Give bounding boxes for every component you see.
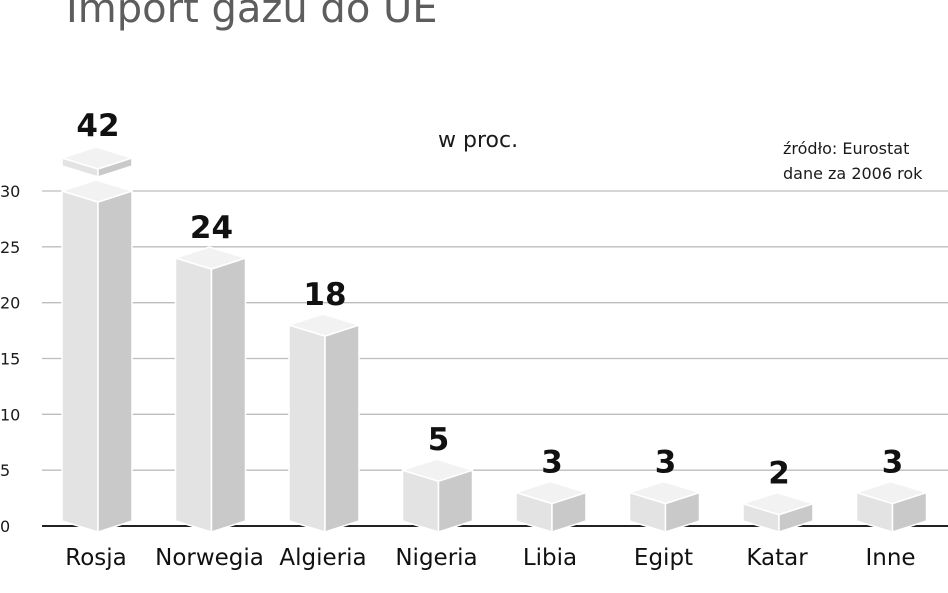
bar: [401, 458, 474, 533]
bar: [628, 480, 701, 533]
value-label: 24: [190, 210, 233, 246]
source-note: źródło: Eurostat dane za 2006 rok: [783, 136, 922, 186]
value-label: 3: [655, 445, 677, 481]
category-label: Nigeria: [395, 545, 477, 571]
bar: [742, 491, 814, 533]
bar: [174, 246, 247, 533]
category-label: Katar: [746, 545, 808, 571]
bar: [515, 480, 587, 533]
category-label: Rosja: [65, 545, 127, 571]
source-line: źródło: Eurostat: [783, 139, 910, 158]
bars: [59, 146, 928, 533]
y-tick-label: 20: [0, 294, 20, 313]
category-label: Inne: [865, 545, 915, 571]
category-label: Norwegia: [155, 545, 264, 571]
value-label: 2: [768, 456, 790, 492]
bar: [61, 179, 133, 533]
value-label: 18: [303, 277, 346, 313]
unit-label: w proc.: [438, 128, 519, 153]
value-label: 5: [428, 422, 450, 458]
bar: [855, 480, 928, 533]
chart-title: Import gazu do UE: [66, 0, 438, 32]
y-tick-label: 15: [0, 350, 20, 369]
value-labels: 42 24 18 5 3 3 2 3: [76, 108, 903, 492]
source-year-line: dane za 2006 rok: [783, 164, 923, 183]
bar: [288, 313, 360, 533]
category-label: Algieria: [279, 545, 366, 571]
category-label: Libia: [523, 545, 577, 571]
y-tick-label: 10: [0, 405, 20, 424]
y-tick-label: 0: [0, 517, 10, 536]
value-label: 3: [882, 445, 904, 481]
y-tick-label: 30: [0, 182, 20, 201]
y-axis-ticks: 0 5 10 15 20 25 30: [0, 182, 20, 536]
category-label: Egipt: [634, 545, 693, 571]
y-tick-label: 5: [0, 461, 10, 480]
bar-break-cap: [59, 146, 135, 179]
category-labels: Rosja Norwegia Algieria Nigeria Libia Egipt Ka…: [65, 545, 915, 571]
value-label: 3: [541, 445, 563, 481]
value-label: 42: [76, 108, 119, 144]
y-tick-label: 25: [0, 238, 20, 257]
